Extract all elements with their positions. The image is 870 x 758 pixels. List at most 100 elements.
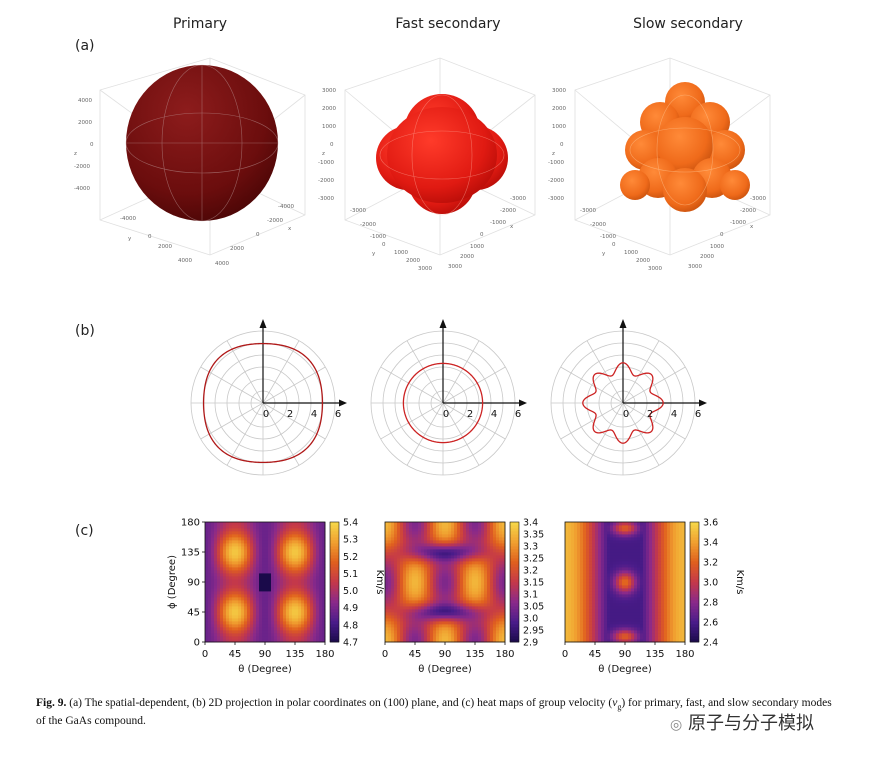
heatmap-cell	[283, 549, 287, 553]
heatmap-cell	[664, 594, 668, 598]
heatmap-cell	[625, 624, 629, 628]
heatmap-cell	[613, 624, 617, 628]
heatmap-cell	[613, 615, 617, 619]
heatmap-cell	[211, 621, 215, 625]
heatmap-cell	[226, 621, 230, 625]
heatmap-cell	[271, 585, 275, 589]
heatmap-cell	[457, 636, 461, 640]
heatmap-cell	[421, 525, 425, 529]
heatmap-cell	[475, 567, 479, 571]
heatmap-cell	[484, 522, 488, 526]
heatmap-cell	[247, 588, 251, 592]
heatmap-cell	[658, 594, 662, 598]
heatmap-cell	[430, 606, 434, 610]
heatmap-cell	[499, 546, 503, 550]
heatmap-cell	[433, 570, 437, 574]
heatmap-cell	[418, 597, 422, 601]
heatmap-cell	[208, 594, 212, 598]
heatmap-cell	[268, 618, 272, 622]
heatmap-cell	[607, 612, 611, 616]
heatmap-cell	[385, 561, 389, 565]
heatmap-cell	[295, 570, 299, 574]
heatmap-cell	[274, 555, 278, 559]
heatmap-cell	[268, 597, 272, 601]
heatmap-cell	[646, 579, 650, 583]
heatmap-cell	[310, 630, 314, 634]
heatmap-cell	[253, 597, 257, 601]
heatmap-cell	[256, 636, 260, 640]
heatmap-cell	[601, 528, 605, 532]
heatmap-cell	[454, 546, 458, 550]
heatmap-cell	[637, 561, 641, 565]
heatmap-cell	[301, 633, 305, 637]
heatmap-cell	[643, 606, 647, 610]
heatmap-cell	[235, 630, 239, 634]
heatmap-cell	[259, 615, 263, 619]
heatmap-cell	[298, 561, 302, 565]
heatmap-cell	[244, 630, 248, 634]
heatmap-cell	[253, 639, 257, 643]
heatmap-cell	[301, 531, 305, 535]
heatmap-cell	[484, 540, 488, 544]
heatmap-cell	[502, 543, 506, 547]
heatmap-cell	[415, 534, 419, 538]
heatmap-cell	[403, 624, 407, 628]
heatmap-cell	[649, 618, 653, 622]
heatmap-cell	[568, 555, 572, 559]
heatmap-cell	[607, 549, 611, 553]
heatmap-cell	[673, 534, 677, 538]
heatmap-cell	[598, 564, 602, 568]
heatmap-cell	[628, 546, 632, 550]
heatmap-cell	[643, 600, 647, 604]
heatmap-cell	[466, 594, 470, 598]
heatmap-cell	[466, 627, 470, 631]
heatmap-cell	[619, 612, 623, 616]
heatmap-cell	[397, 597, 401, 601]
heatmap-cell	[268, 636, 272, 640]
heatmap-cell	[250, 528, 254, 532]
heatmap-cell	[457, 591, 461, 595]
heatmap-cell	[262, 636, 266, 640]
heatmap-cell	[205, 570, 209, 574]
heatmap-cell	[424, 525, 428, 529]
heatmap-cell	[238, 615, 242, 619]
colorbar-tick-label: 3.05	[523, 602, 544, 613]
heatmap-cell	[388, 636, 392, 640]
heatmap-cell	[298, 525, 302, 529]
heatmap-cell	[307, 573, 311, 577]
heatmap-cell	[262, 537, 266, 541]
heatmap-cell	[283, 588, 287, 592]
heatmap-cell	[394, 630, 398, 634]
heatmap-cell	[253, 612, 257, 616]
heatmap-cell	[403, 585, 407, 589]
heatmap-cell	[496, 522, 500, 526]
heatmap-cell	[652, 537, 656, 541]
heatmap-cell	[637, 630, 641, 634]
heatmap-cell	[481, 552, 485, 556]
heatmap-cell	[322, 570, 326, 574]
heatmap-cell	[649, 525, 653, 529]
heatmap-cell	[310, 606, 314, 610]
heatmap-cell	[634, 570, 638, 574]
heatmap-cell	[661, 612, 665, 616]
heatmap-cell	[313, 555, 317, 559]
heatmap-cell	[628, 576, 632, 580]
heatmap-cell	[232, 567, 236, 571]
heatmap-cell	[256, 525, 260, 529]
heatmap-cell	[421, 603, 425, 607]
heatmap-cell	[301, 594, 305, 598]
heatmap-cell	[676, 540, 680, 544]
heatmap-cell	[283, 579, 287, 583]
heatmap-cell	[667, 579, 671, 583]
heatmap-cell	[256, 582, 260, 586]
heatmap-cell	[631, 594, 635, 598]
heatmap-cell	[601, 630, 605, 634]
heatmap-cell	[640, 588, 644, 592]
heatmap-cell	[247, 570, 251, 574]
heatmap-cell	[607, 594, 611, 598]
heatmap-cell	[262, 552, 266, 556]
heatmap-cell	[403, 615, 407, 619]
heatmap-cell	[493, 558, 497, 562]
heatmap-cell	[577, 600, 581, 604]
heatmap-cell	[478, 543, 482, 547]
